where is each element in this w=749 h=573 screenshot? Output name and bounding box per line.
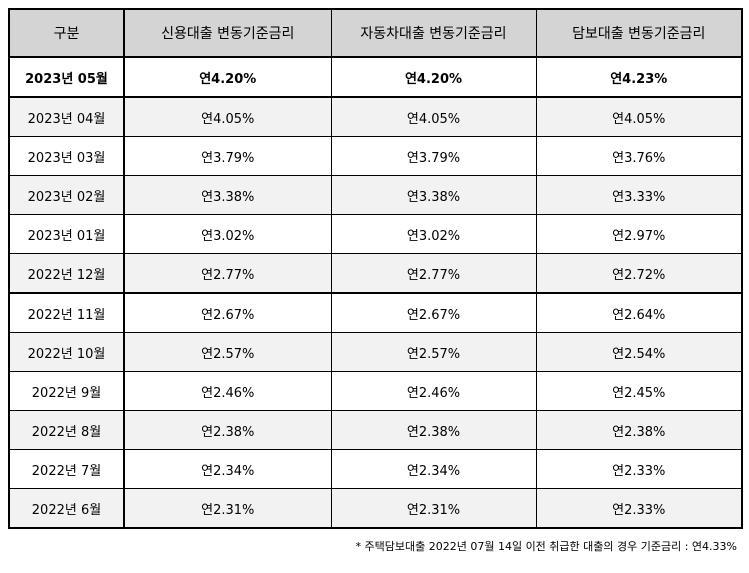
table-row: 2022년 8월 연2.38% 연2.38% 연2.38%	[8, 410, 743, 450]
credit-rate-cell: 연4.20%	[123, 56, 332, 98]
mortgage-rate-cell: 연2.97%	[535, 214, 743, 254]
credit-rate-cell: 연2.31%	[123, 488, 332, 529]
rate-table: 구분 신용대출 변동기준금리 자동차대출 변동기준금리 담보대출 변동기준금리 …	[8, 8, 743, 529]
auto-rate-cell: 연3.79%	[330, 136, 537, 176]
period-cell: 2022년 8월	[8, 410, 125, 450]
auto-rate-cell: 연4.20%	[330, 56, 537, 98]
header-row: 구분 신용대출 변동기준금리 자동차대출 변동기준금리 담보대출 변동기준금리	[8, 8, 743, 58]
period-cell: 2022년 7월	[8, 449, 125, 489]
table-row: 2022년 11월 연2.67% 연2.67% 연2.64%	[8, 292, 743, 333]
mortgage-rate-cell: 연2.54%	[535, 332, 743, 372]
mortgage-rate-cell: 연2.33%	[535, 488, 743, 529]
period-cell: 2023년 03월	[8, 136, 125, 176]
mortgage-rate-cell: 연2.45%	[535, 371, 743, 411]
credit-rate-cell: 연2.34%	[123, 449, 332, 489]
mortgage-rate-cell: 연2.38%	[535, 410, 743, 450]
table-row: 2022년 9월 연2.46% 연2.46% 연2.45%	[8, 371, 743, 411]
mortgage-rate-cell: 연2.33%	[535, 449, 743, 489]
period-cell: 2023년 02월	[8, 175, 125, 215]
period-cell: 2022년 6월	[8, 488, 125, 529]
header-auto-rate: 자동차대출 변동기준금리	[330, 8, 537, 58]
credit-rate-cell: 연2.67%	[123, 292, 332, 333]
mortgage-rate-cell: 연3.76%	[535, 136, 743, 176]
auto-rate-cell: 연2.31%	[330, 488, 537, 529]
table-row: 2022년 12월 연2.77% 연2.77% 연2.72%	[8, 253, 743, 294]
auto-rate-cell: 연2.57%	[330, 332, 537, 372]
period-cell: 2022년 10월	[8, 332, 125, 372]
credit-rate-cell: 연3.38%	[123, 175, 332, 215]
table-row: 2023년 05월 연4.20% 연4.20% 연4.23%	[8, 56, 743, 98]
table-row: 2022년 7월 연2.34% 연2.34% 연2.33%	[8, 449, 743, 489]
period-cell: 2023년 01월	[8, 214, 125, 254]
auto-rate-cell: 연3.02%	[330, 214, 537, 254]
mortgage-rate-cell: 연2.72%	[535, 253, 743, 294]
table-row: 2022년 10월 연2.57% 연2.57% 연2.54%	[8, 332, 743, 372]
mortgage-rate-cell: 연3.33%	[535, 175, 743, 215]
auto-rate-cell: 연2.34%	[330, 449, 537, 489]
credit-rate-cell: 연3.02%	[123, 214, 332, 254]
table-row: 2023년 01월 연3.02% 연3.02% 연2.97%	[8, 214, 743, 254]
period-cell: 2022년 11월	[8, 292, 125, 333]
header-mortgage-rate: 담보대출 변동기준금리	[535, 8, 743, 58]
period-cell: 2023년 04월	[8, 96, 125, 137]
header-period: 구분	[8, 8, 125, 58]
table-row: 2022년 6월 연2.31% 연2.31% 연2.33%	[8, 488, 743, 529]
credit-rate-cell: 연4.05%	[123, 96, 332, 137]
credit-rate-cell: 연2.46%	[123, 371, 332, 411]
mortgage-rate-cell: 연4.23%	[535, 56, 743, 98]
auto-rate-cell: 연4.05%	[330, 96, 537, 137]
auto-rate-cell: 연3.38%	[330, 175, 537, 215]
header-credit-rate: 신용대출 변동기준금리	[123, 8, 332, 58]
mortgage-rate-cell: 연4.05%	[535, 96, 743, 137]
period-cell: 2022년 12월	[8, 253, 125, 294]
credit-rate-cell: 연2.77%	[123, 253, 332, 294]
auto-rate-cell: 연2.77%	[330, 253, 537, 294]
period-cell: 2023년 05월	[8, 56, 125, 98]
auto-rate-cell: 연2.38%	[330, 410, 537, 450]
credit-rate-cell: 연3.79%	[123, 136, 332, 176]
footnote: * 주택담보대출 2022년 07월 14일 이전 취급한 대출의 경우 기준금…	[355, 540, 737, 553]
credit-rate-cell: 연2.38%	[123, 410, 332, 450]
auto-rate-cell: 연2.46%	[330, 371, 537, 411]
mortgage-rate-cell: 연2.64%	[535, 292, 743, 333]
auto-rate-cell: 연2.67%	[330, 292, 537, 333]
table-row: 2023년 03월 연3.79% 연3.79% 연3.76%	[8, 136, 743, 176]
credit-rate-cell: 연2.57%	[123, 332, 332, 372]
period-cell: 2022년 9월	[8, 371, 125, 411]
table-row: 2023년 04월 연4.05% 연4.05% 연4.05%	[8, 96, 743, 137]
table-row: 2023년 02월 연3.38% 연3.38% 연3.33%	[8, 175, 743, 215]
